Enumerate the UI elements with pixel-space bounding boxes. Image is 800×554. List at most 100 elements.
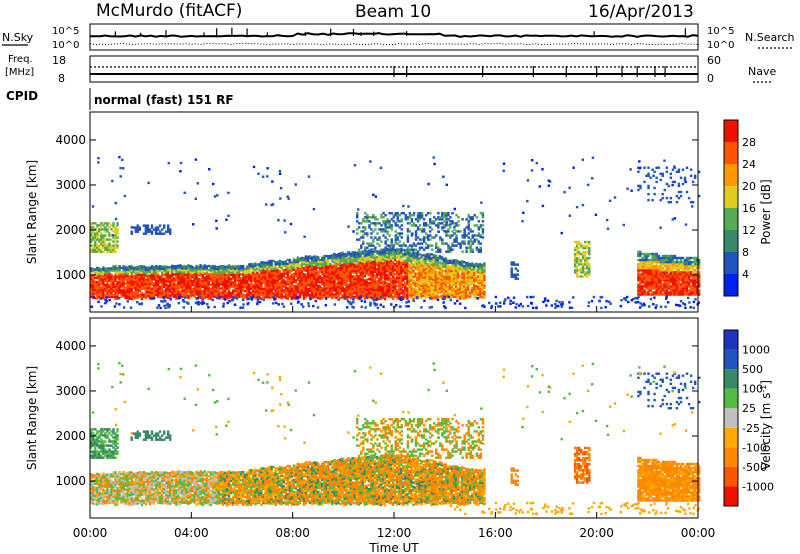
power-cell: [373, 282, 377, 286]
power-cell: [653, 279, 656, 282]
power-cell: [323, 293, 326, 296]
power-cell: [308, 273, 312, 276]
power-cell: [270, 282, 273, 285]
power-cell: [262, 271, 265, 274]
power-cell: [374, 236, 377, 239]
power-cell: [211, 279, 215, 282]
power-cell: [639, 184, 642, 188]
power-cell: [364, 212, 367, 215]
power-cell: [146, 226, 150, 229]
power-cell: [432, 270, 435, 273]
power-cell: [355, 282, 358, 285]
power-cell: [148, 272, 152, 276]
power-cell: [460, 268, 464, 271]
power-cell: [181, 285, 184, 288]
power-cell: [439, 248, 442, 251]
power-cell: [357, 279, 360, 282]
power-cell: [268, 290, 271, 293]
power-cell: [398, 232, 402, 235]
power-cell: [665, 262, 669, 266]
power-cell: [514, 275, 518, 278]
power-cell: [649, 269, 652, 272]
power-cell: [661, 254, 664, 258]
power-cell: [435, 234, 438, 237]
power-cell: [641, 271, 644, 274]
power-cell: [179, 270, 182, 273]
power-cell: [481, 281, 484, 285]
power-cell: [362, 218, 365, 221]
power-cell: [108, 267, 111, 270]
power-cell: [148, 274, 152, 278]
power-cell: [659, 291, 662, 294]
power-cell: [643, 293, 646, 296]
power-cell: [361, 266, 365, 269]
power-cell: [445, 212, 448, 215]
power-cell: [134, 286, 138, 289]
power-cell: [406, 236, 410, 239]
power-cell: [428, 289, 431, 293]
power-cell: [169, 228, 172, 231]
power-cell: [343, 283, 346, 286]
power-cell: [167, 274, 170, 277]
power-cell: [254, 284, 257, 288]
power-cell: [280, 266, 283, 270]
power-cell: [675, 258, 679, 262]
power-cell: [193, 285, 196, 288]
power-cell: [477, 279, 480, 282]
power-cell: [100, 236, 103, 239]
power-cell: [98, 250, 101, 253]
power-cell: [102, 290, 105, 294]
power-cell: [416, 260, 419, 263]
power-cell: [364, 220, 367, 223]
power-cell: [260, 267, 263, 270]
power-cell: [586, 267, 589, 270]
power-cell: [398, 264, 401, 267]
power-cell: [410, 277, 413, 280]
power-cell: [274, 265, 277, 268]
power-cell: [349, 256, 352, 259]
power-cell: [369, 255, 373, 258]
power-cell: [169, 286, 172, 289]
power-cell: [292, 276, 296, 280]
power-cell: [183, 269, 186, 272]
power-cell: [169, 232, 172, 235]
power-cell: [187, 280, 190, 283]
power-cell: [467, 222, 470, 225]
power-cell: [223, 275, 227, 279]
power-cell: [231, 291, 235, 294]
power-cell: [197, 271, 200, 275]
power-cell: [339, 296, 342, 300]
power-cell: [351, 287, 354, 290]
power-cell: [118, 279, 121, 282]
power-cell: [428, 259, 431, 262]
power-cell: [122, 287, 125, 290]
power-cell: [274, 261, 277, 264]
power-cell: [268, 286, 271, 289]
power-cell: [148, 280, 152, 284]
power-cell: [347, 269, 350, 272]
power-cell: [349, 260, 352, 264]
power-cell: [349, 254, 352, 257]
power-cell: [677, 262, 681, 266]
power-cell: [361, 286, 365, 290]
power-cell: [657, 269, 660, 272]
power-cell: [272, 276, 275, 279]
power-cell: [343, 265, 346, 268]
power-cell: [207, 279, 210, 282]
power-cell: [256, 285, 259, 289]
power-cell: [205, 285, 208, 288]
power-cell: [467, 274, 470, 277]
power-cell: [347, 275, 350, 278]
power-cell: [479, 226, 483, 229]
power-cell: [345, 256, 348, 260]
power-cell: [655, 293, 658, 296]
power-cell: [404, 291, 407, 295]
power-cell: [317, 266, 320, 269]
power-cell: [677, 269, 681, 272]
power-cell: [130, 232, 133, 235]
power-cell: [573, 259, 577, 262]
power-cell: [201, 293, 204, 297]
power-cell: [414, 256, 417, 259]
power-cell: [355, 274, 358, 277]
power-cell: [349, 282, 352, 286]
